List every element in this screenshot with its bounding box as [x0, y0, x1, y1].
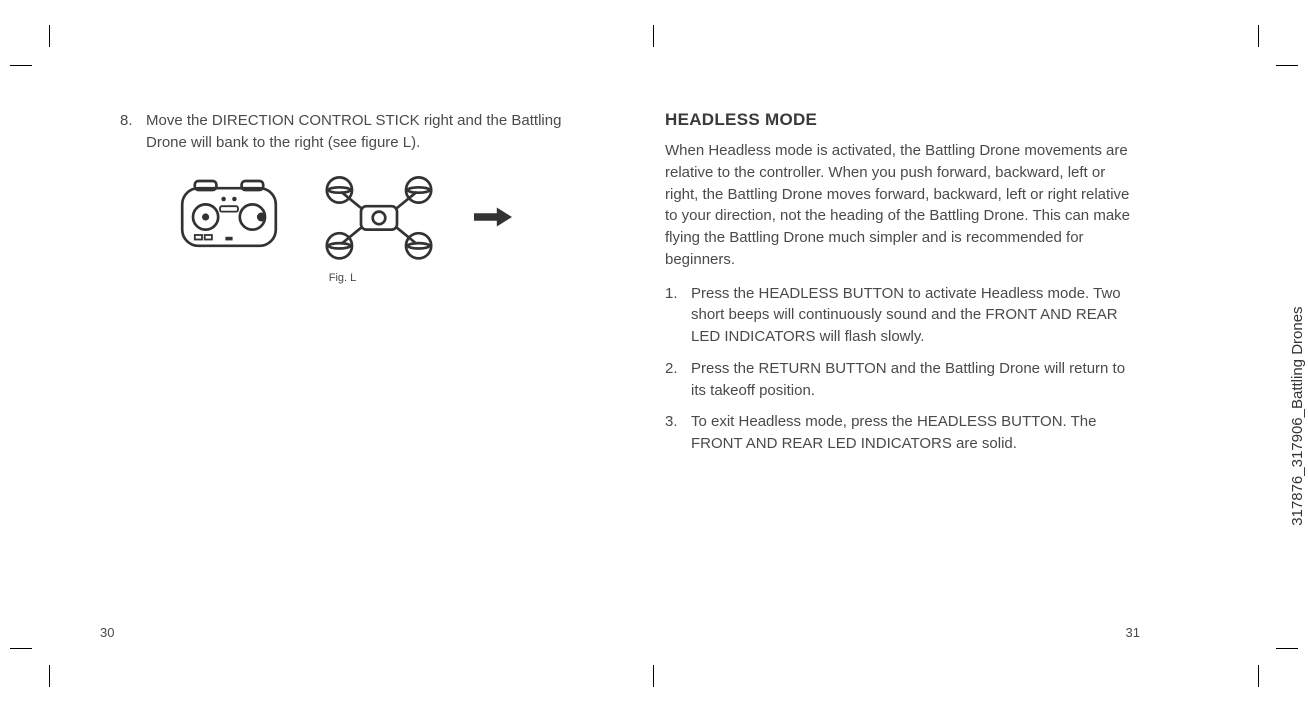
page-left: 8. Move the DIRECTION CONTROL STICK righ…	[70, 80, 635, 640]
list-item-1: 1. Press the HEADLESS BUTTON to activate…	[665, 283, 1140, 348]
list-number: 1.	[665, 283, 691, 348]
arrow-right-icon	[474, 207, 512, 227]
list-item-8: 8. Move the DIRECTION CONTROL STICK righ…	[120, 110, 565, 154]
list-text: Press the RETURN BUTTON and the Battling…	[691, 358, 1140, 402]
crop-mark	[1258, 665, 1259, 687]
figure-caption: Fig. L	[120, 272, 565, 284]
controller-icon	[174, 172, 284, 262]
crop-mark	[1258, 25, 1259, 47]
crop-mark	[10, 648, 32, 649]
list-number: 2.	[665, 358, 691, 402]
crop-mark	[49, 25, 50, 47]
crop-mark	[10, 65, 32, 66]
list-text: Press the HEADLESS BUTTON to activate He…	[691, 283, 1140, 348]
list-text: To exit Headless mode, press the HEADLES…	[691, 411, 1140, 455]
list-number: 3.	[665, 411, 691, 455]
page-number-left: 30	[100, 625, 114, 640]
list-text: Move the DIRECTION CONTROL STICK right a…	[146, 110, 565, 154]
heading-headless-mode: HEADLESS MODE	[665, 110, 1140, 130]
list-item-3: 3. To exit Headless mode, press the HEAD…	[665, 411, 1140, 455]
page-spread: 8. Move the DIRECTION CONTROL STICK righ…	[70, 80, 1200, 640]
crop-mark	[1276, 65, 1298, 66]
page-right: HEADLESS MODE When Headless mode is acti…	[635, 80, 1200, 640]
drone-icon	[314, 172, 444, 262]
figure-l	[120, 172, 565, 262]
crop-mark	[49, 665, 50, 687]
print-spec-label: 317876_317906_Battling Drones Size:4"Wx4…	[1288, 240, 1308, 526]
crop-mark	[653, 665, 654, 687]
page-number-right: 31	[1126, 625, 1140, 640]
crop-mark	[1276, 648, 1298, 649]
intro-paragraph: When Headless mode is activated, the Bat…	[665, 140, 1140, 271]
list-number: 8.	[120, 110, 146, 154]
list-item-2: 2. Press the RETURN BUTTON and the Battl…	[665, 358, 1140, 402]
crop-mark	[653, 25, 654, 47]
print-spec-line1: 317876_317906_Battling Drones	[1289, 306, 1306, 525]
